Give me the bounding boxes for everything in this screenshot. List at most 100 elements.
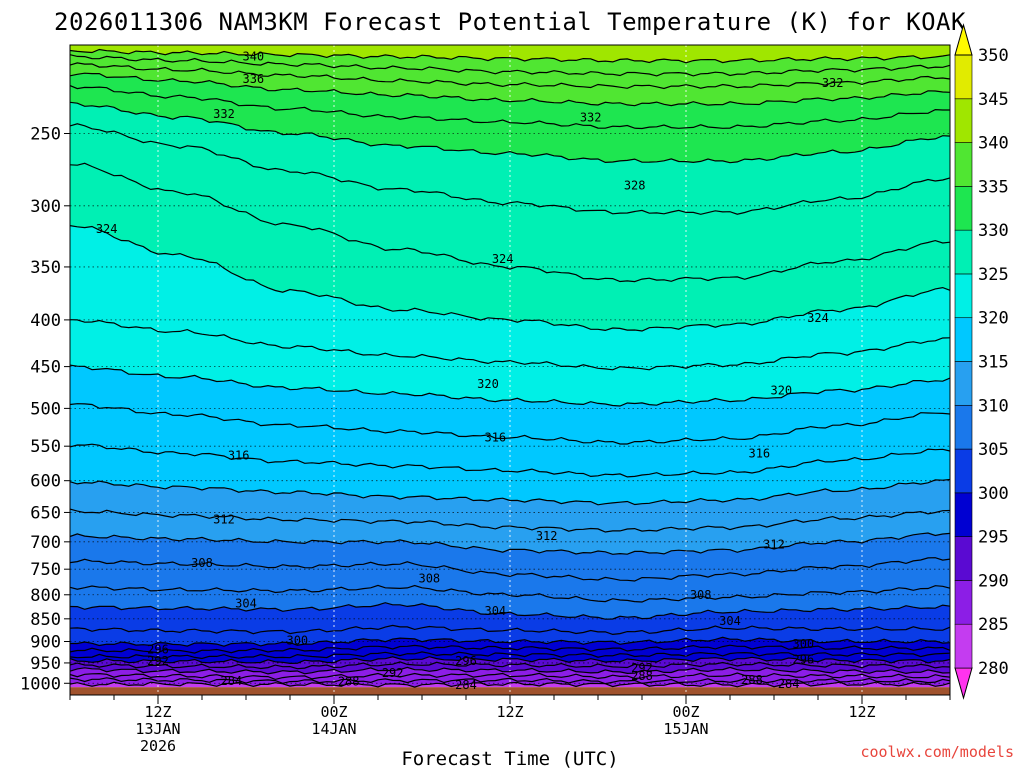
contour-label-332: 332 [580,110,602,124]
y-tick-label-650: 650 [30,503,61,523]
isentrope-284 [69,681,951,688]
colorbar-bin-295 [954,492,973,537]
theta-band-328 [70,102,950,215]
isentrope-290 [69,666,951,675]
isentrope-316 [69,443,951,478]
theta-fill-layer [70,45,950,695]
colorbar-label-340: 340 [978,134,1009,154]
x-tick-label-42-0: 00Z [672,703,699,721]
colorbar-label-345: 345 [978,90,1009,110]
isentrope-338 [69,54,951,77]
colorbar-label-320: 320 [978,309,1009,329]
isentrope-304 [69,602,951,620]
y-tick-label-350: 350 [30,258,61,278]
colorbar-label-300: 300 [978,484,1009,504]
contour-label-296: 296 [455,654,477,668]
contour-label-296: 296 [792,653,814,667]
contour-label-288: 288 [631,669,653,683]
isentrope-286 [69,677,951,685]
contour-label-304: 304 [484,604,506,618]
isentrope-336 [69,62,951,90]
contour-label-312: 312 [763,538,785,552]
theta-band-314 [70,444,950,505]
colorbar-bin-290 [954,536,973,581]
contour-label-324: 324 [96,222,118,236]
colorbar-label-310: 310 [978,396,1009,416]
isentrope-lines [69,48,951,688]
colorbar-label-350: 350 [978,46,1009,66]
x-tick-label-6-1: 13JAN [135,720,180,738]
isentrope-322 [69,319,951,371]
y-tick-label-550: 550 [30,437,61,457]
y-tick-label-950: 950 [30,654,61,674]
x-tick-label-18-1: 14JAN [311,720,356,738]
contour-label-296: 296 [147,642,169,656]
isentrope-296 [69,651,951,660]
colorbar-label-330: 330 [978,221,1009,241]
colorbar-bin-335 [954,142,973,187]
isentrope-314 [69,478,951,506]
contour-label-288: 288 [741,673,763,687]
contour-label-312: 312 [536,529,558,543]
y-tick-label-750: 750 [30,560,61,580]
colorbar-bin-340 [954,98,973,143]
pressure-axis: 2503003504004505005506006507007508008509… [20,124,70,694]
y-tick-label-500: 500 [30,399,61,419]
isentrope-340 [69,48,951,64]
theta-band-top [70,45,950,63]
isentrope-292 [69,661,951,670]
colorbar-bin-310 [954,361,973,406]
colorbar-bin-345 [954,54,973,100]
isentrope-324 [69,225,951,332]
contour-label-324: 324 [807,311,829,325]
contour-label-292: 292 [631,661,653,675]
colorbar-bin-280 [954,623,973,669]
theta-band-330 [70,85,950,163]
contour-label-316: 316 [748,446,770,460]
contour-label-308: 308 [418,572,440,586]
theta-band-338 [70,49,950,76]
colorbar-bin-320 [954,273,973,319]
contour-label-320: 320 [770,384,792,398]
isentrope-294 [69,656,951,665]
x-tick-label-6-0: 12Z [144,703,171,721]
contour-label-284: 284 [778,677,800,691]
colorbar-arrow-low [954,667,973,700]
x-axis-label: Forecast Time (UTC) [401,748,618,768]
colorbar-label-325: 325 [978,265,1009,285]
theta-band-334 [70,62,950,106]
colorbar-bin-315 [954,317,973,362]
isentrope-318 [69,403,951,445]
x-tick-label-42-1: 15JAN [663,720,708,738]
colorbar-arrow-high [954,23,973,56]
isentrope-300 [70,636,951,647]
y-tick-label-450: 450 [30,358,61,378]
colorbar-label-280: 280 [978,659,1009,679]
contour-label-292: 292 [147,654,169,668]
contour-label-308: 308 [690,588,712,602]
contour-label-336: 336 [242,72,264,86]
theta-band-318 [70,365,950,444]
theta-band-304 [70,585,950,620]
theta-band-282 [70,682,950,688]
theta-band-306 [70,557,950,602]
credit-text: coolwx.com/models [860,743,1014,761]
contour-label-340: 340 [242,50,264,64]
y-tick-label-800: 800 [30,586,61,606]
colorbar-label-290: 290 [978,571,1009,591]
theta-band-320 [70,319,950,406]
contour-label-284: 284 [455,678,477,692]
plot-area: 340 336 332 332 332 328 324 324 324 320 320 316 316 3… [69,44,951,696]
colorbar-label-335: 335 [978,177,1009,197]
isentrope-302 [69,624,951,636]
x-tick-label-6-2: 2026 [140,737,176,755]
theta-band-332 [70,73,950,129]
contour-label-300: 300 [286,634,308,648]
gridlines [70,45,950,695]
theta-band-292 [70,656,950,669]
isentrope-334 [69,72,951,107]
isentrope-288 [69,672,951,681]
y-tick-label-850: 850 [30,610,61,630]
contour-label-332: 332 [213,107,235,121]
isentrope-328 [69,123,951,215]
